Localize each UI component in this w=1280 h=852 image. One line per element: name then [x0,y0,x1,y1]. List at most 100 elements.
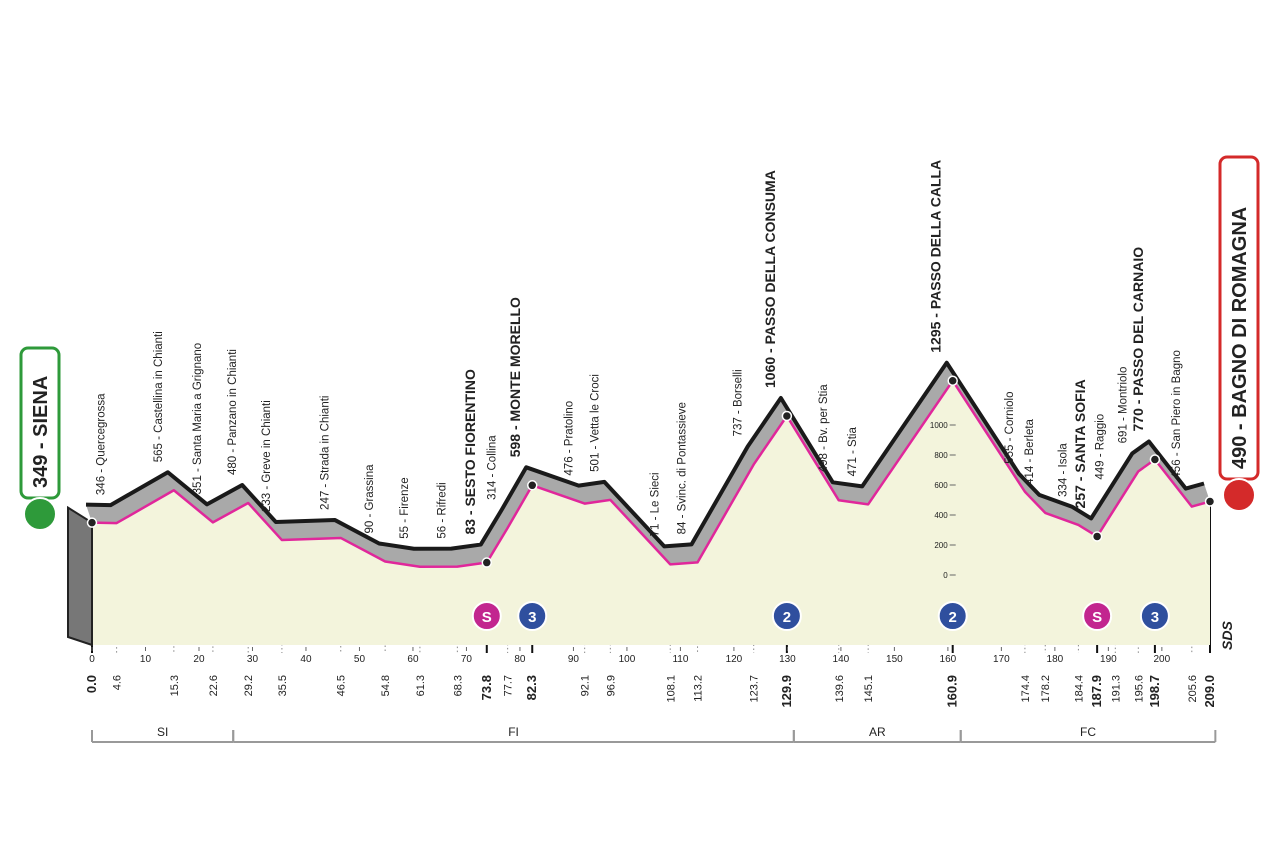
start-label: 349 - SIENA [30,376,52,488]
climb-symbol: 2 [949,609,957,626]
waypoint-km: 0.0 [84,675,99,693]
x-tick-label: 140 [833,654,850,665]
waypoint-dot [1149,454,1161,465]
waypoint-km: 191.3 [1110,675,1122,703]
x-tick-label: 110 [672,654,688,665]
waypoint-km: 113.2 [693,675,705,702]
waypoint-label: 449 - Raggio [1094,414,1106,480]
waypoint-km: 178.2 [1040,675,1052,703]
x-tick-label: 100 [619,654,636,665]
climb-icon [1082,601,1113,631]
waypoint-label: 414 - Berleta [1024,418,1036,484]
x-tick-label: 80 [514,654,526,665]
climb-icon [1139,601,1170,631]
waypoint-dot [1091,531,1103,542]
x-tick-label: 130 [779,654,796,665]
x-tick-label: 0 [89,654,95,665]
climb-icon [771,601,802,631]
y-tick-label: 0 [943,571,948,580]
climb-symbol: 2 [783,609,791,626]
waypoint-label: 737 - Borselli [733,369,745,436]
waypoint-label: 346 - Quercegrossa [96,393,108,495]
waypoint-km: 46.5 [336,675,348,696]
waypoint-label: 471 - Stia [847,427,859,477]
waypoint-km: 22.6 [208,675,220,696]
waypoint-label: 1060 - PASSO DELLA CONSUMA [762,170,778,388]
y-tick-label: 600 [934,481,948,490]
waypoint-label: 56 - Rifredi [436,482,448,538]
x-tick-label: 190 [1100,654,1117,665]
climb-icon [937,601,968,631]
x-tick-label: 70 [461,654,473,665]
y-tick-label: 1000 [930,421,948,430]
waypoint-label: 247 - Strada in Chianti [320,396,332,510]
waypoint-label: 456 - San Piero in Bagno [1171,350,1183,479]
waypoint-label: 770 - PASSO DEL CARNAIO [1130,247,1146,432]
waypoint-label: 90 - Grassina [364,464,376,534]
y-tick-label: 200 [934,541,948,550]
waypoint-km: 96.9 [605,675,617,696]
climb-symbol: S [482,609,492,626]
region-name: FC [1080,725,1096,739]
waypoint-dot [481,557,493,568]
waypoint-label: 83 - SESTO FIORENTINO [462,369,478,535]
x-tick-label: 30 [247,654,259,665]
waypoint-km: 174.4 [1020,675,1032,703]
waypoint-label: 480 - Panzano in Chianti [227,349,239,475]
waypoint-label: 71 - Le Sieci [649,472,661,536]
waypoint-km: 195.6 [1133,675,1145,703]
waypoint-dot [947,375,958,386]
y-tick-label: 800 [934,451,948,460]
profile-wall [67,505,93,647]
waypoint-label: 314 - Collina [487,435,499,500]
x-tick-label: 120 [726,654,743,665]
waypoint-km: 209.0 [1202,675,1217,708]
x-tick-label: 60 [407,654,419,665]
x-tick-label: 10 [140,654,152,665]
waypoint-label: 257 - SANTA SOFIA [1072,379,1088,508]
waypoint-label: 501 - Vetta le Croci [589,374,601,472]
waypoint-label: 84 - Svinc. di Pontassieve [677,402,689,534]
x-tick-label: 50 [354,654,366,665]
waypoint-km: 35.5 [277,675,289,696]
waypoint-km: 145.1 [863,675,875,703]
finish-icon [1222,478,1256,512]
x-tick-label: 150 [886,654,903,665]
region-name: SI [157,725,168,739]
waypoint-label: 498 - Bv. per Stia [818,384,830,473]
waypoint-km: 139.6 [834,675,846,703]
waypoint-label: 476 - Pratolino [564,401,576,476]
waypoint-km: 29.2 [243,675,255,696]
x-tick-label: 160 [940,654,957,665]
waypoint-dot [781,410,793,422]
profile-fill [92,380,1210,645]
waypoint-label: 598 - MONTE MORELLO [507,297,523,457]
waypoint-label: 233 - Greve in Chianti [261,400,273,512]
waypoint-km: 123.7 [749,675,761,703]
waypoint-km: 73.8 [479,675,494,700]
profile-ridge [85,360,1205,551]
waypoint-label: 565 - Castellina in Chianti [153,331,165,462]
waypoint-dot [526,480,538,491]
waypoint-label: 55 - Firenze [399,477,411,538]
waypoint-label: 555 - Corniolo [1004,392,1016,464]
waypoint-km: 187.9 [1089,675,1104,708]
waypoint-km: 4.6 [112,675,124,690]
waypoint-km: 129.9 [779,675,794,708]
waypoint-km: 54.8 [380,675,392,696]
x-tick-label: 200 [1154,654,1171,665]
y-tick-label: 400 [934,511,948,520]
waypoint-km: 15.3 [169,675,181,696]
start-icon [23,497,57,531]
x-tick-label: 180 [1047,654,1064,665]
waypoint-km: 198.7 [1147,675,1162,708]
waypoint-label: 334 - Isola [1057,443,1069,497]
x-tick-label: 20 [193,654,205,665]
waypoint-km: 205.6 [1187,675,1199,703]
waypoint-km: 160.9 [945,675,960,708]
waypoint-km: 61.3 [415,675,427,696]
waypoint-km: 68.3 [452,675,464,696]
climb-symbol: 3 [1151,609,1159,626]
